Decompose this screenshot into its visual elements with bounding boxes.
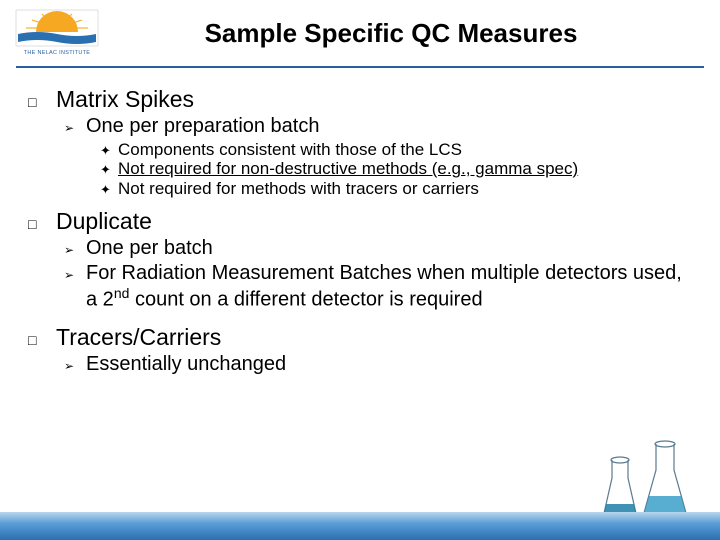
section-heading: □ Matrix Spikes: [28, 86, 696, 113]
square-bullet-icon: □: [28, 332, 56, 348]
heading-text: Duplicate: [56, 208, 152, 235]
square-bullet-icon: □: [28, 216, 56, 232]
detail-item: ✦ Not required for methods with tracers …: [100, 179, 696, 199]
sub-item: ➢ Essentially unchanged: [64, 353, 696, 377]
star-bullet-icon: ✦: [100, 143, 118, 159]
square-bullet-icon: □: [28, 94, 56, 110]
sub-item: ➢ One per preparation batch: [64, 115, 696, 139]
detail-text: Not required for non-destructive methods…: [118, 159, 578, 179]
logo: THE NELAC INSTITUTE: [12, 8, 102, 58]
arrow-bullet-icon: ➢: [64, 121, 86, 135]
footer-bar: [0, 512, 720, 540]
header: THE NELAC INSTITUTE Sample Specific QC M…: [0, 0, 720, 62]
sub-text: One per preparation batch: [86, 115, 320, 139]
arrow-bullet-icon: ➢: [64, 268, 86, 282]
section-heading: □ Tracers/Carriers: [28, 324, 696, 351]
sub-item: ➢ For Radiation Measurement Batches when…: [64, 262, 696, 313]
arrow-bullet-icon: ➢: [64, 243, 86, 257]
arrow-bullet-icon: ➢: [64, 359, 86, 373]
content: □ Matrix Spikes ➢ One per preparation ba…: [0, 68, 720, 376]
section-heading: □ Duplicate: [28, 208, 696, 235]
star-bullet-icon: ✦: [100, 182, 118, 198]
detail-text: Components consistent with those of the …: [118, 140, 462, 160]
detail-item: ✦ Components consistent with those of th…: [100, 140, 696, 160]
detail-text: Not required for methods with tracers or…: [118, 179, 479, 199]
sub-text: For Radiation Measurement Batches when m…: [86, 262, 696, 313]
heading-text: Matrix Spikes: [56, 86, 194, 113]
star-bullet-icon: ✦: [100, 162, 118, 178]
page-title: Sample Specific QC Measures: [118, 18, 704, 49]
detail-item: ✦ Not required for non-destructive metho…: [100, 159, 696, 179]
sub-text: One per batch: [86, 237, 213, 261]
svg-text:THE NELAC INSTITUTE: THE NELAC INSTITUTE: [24, 50, 91, 56]
heading-text: Tracers/Carriers: [56, 324, 221, 351]
sub-item: ➢ One per batch: [64, 237, 696, 261]
sub-text: Essentially unchanged: [86, 353, 286, 377]
